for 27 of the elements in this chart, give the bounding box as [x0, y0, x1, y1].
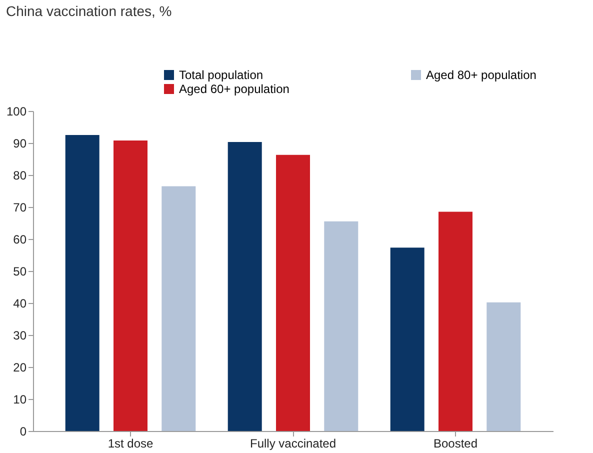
bar	[324, 221, 358, 431]
bar	[486, 302, 521, 431]
x-tick-label: Fully vaccinated	[250, 436, 336, 450]
x-tick-label: Boosted	[433, 436, 478, 450]
bar	[114, 140, 148, 431]
y-tick-label: 100	[6, 104, 27, 118]
y-tick-label: 40	[13, 296, 27, 310]
y-tick-label: 30	[13, 328, 27, 342]
y-tick-label: 50	[13, 264, 27, 278]
x-tick-label: 1st dose	[108, 436, 154, 450]
bar	[438, 212, 472, 431]
bar	[162, 186, 196, 431]
bar	[276, 154, 310, 431]
legend-label: Aged 60+ population	[179, 82, 290, 96]
bar	[228, 142, 262, 431]
y-tick-label: 70	[13, 200, 27, 214]
y-tick-label: 0	[20, 424, 27, 438]
legend-label: Total population	[179, 68, 264, 82]
y-tick-label: 80	[13, 168, 27, 182]
bar	[390, 248, 424, 431]
bar	[65, 135, 100, 431]
y-tick-label: 10	[13, 392, 27, 406]
y-tick-label: 20	[13, 360, 27, 374]
y-tick-label: 90	[13, 136, 27, 150]
chart-title: China vaccination rates, %	[6, 3, 172, 19]
y-tick-label: 60	[13, 232, 27, 246]
legend-label: Aged 80+ population	[426, 68, 536, 82]
